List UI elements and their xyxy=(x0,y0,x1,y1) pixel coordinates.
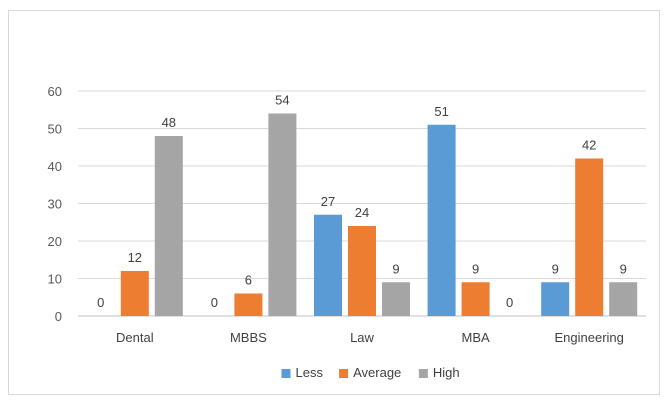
x-category-label: Dental xyxy=(116,330,154,345)
y-tick-label: 30 xyxy=(48,197,62,212)
data-label: 51 xyxy=(434,104,448,119)
y-tick-label: 0 xyxy=(55,309,62,324)
data-label: 9 xyxy=(620,261,627,276)
data-label: 6 xyxy=(245,273,252,288)
data-label: 42 xyxy=(582,138,596,153)
data-label: 0 xyxy=(97,295,104,310)
x-category-label: MBA xyxy=(462,330,491,345)
bar-average-mba xyxy=(461,282,490,316)
bar-less-mba xyxy=(427,124,456,316)
y-tick-label: 40 xyxy=(48,159,62,174)
legend-label-average: Average xyxy=(353,365,401,380)
legend-swatch-high xyxy=(418,369,428,378)
y-tick-label: 60 xyxy=(48,84,62,99)
bar-average-engineering xyxy=(575,158,604,316)
legend-label-less: Less xyxy=(296,365,324,380)
legend-swatch-average xyxy=(339,369,349,378)
bar-high-engineering xyxy=(609,282,638,316)
data-label: 48 xyxy=(162,115,176,130)
y-tick-label: 50 xyxy=(48,122,62,137)
data-label: 0 xyxy=(211,295,218,310)
chart-frame xyxy=(8,10,660,395)
bar-high-law xyxy=(382,282,410,316)
legend-label-high: High xyxy=(433,365,460,380)
data-label: 12 xyxy=(128,250,142,265)
data-label: 27 xyxy=(321,194,335,209)
bar-average-law xyxy=(348,226,376,316)
x-category-label: MBBS xyxy=(230,330,267,345)
bar-less-law xyxy=(314,214,342,316)
bar-average-mbbs xyxy=(234,293,263,316)
bar-high-mbbs xyxy=(268,113,297,316)
y-tick-label: 10 xyxy=(48,272,62,287)
x-category-label: Engineering xyxy=(555,330,624,345)
y-tick-label: 20 xyxy=(48,234,62,249)
data-label: 24 xyxy=(355,205,369,220)
x-category-label: Law xyxy=(350,330,374,345)
data-label: 9 xyxy=(472,261,479,276)
bar-high-dental xyxy=(154,136,183,316)
data-label: 9 xyxy=(392,261,399,276)
legend-swatch-less xyxy=(281,369,291,378)
data-label: 0 xyxy=(506,295,513,310)
data-label: 54 xyxy=(275,93,289,108)
bar-less-engineering xyxy=(541,282,570,316)
bar-average-dental xyxy=(120,271,149,316)
data-label: 9 xyxy=(552,261,559,276)
